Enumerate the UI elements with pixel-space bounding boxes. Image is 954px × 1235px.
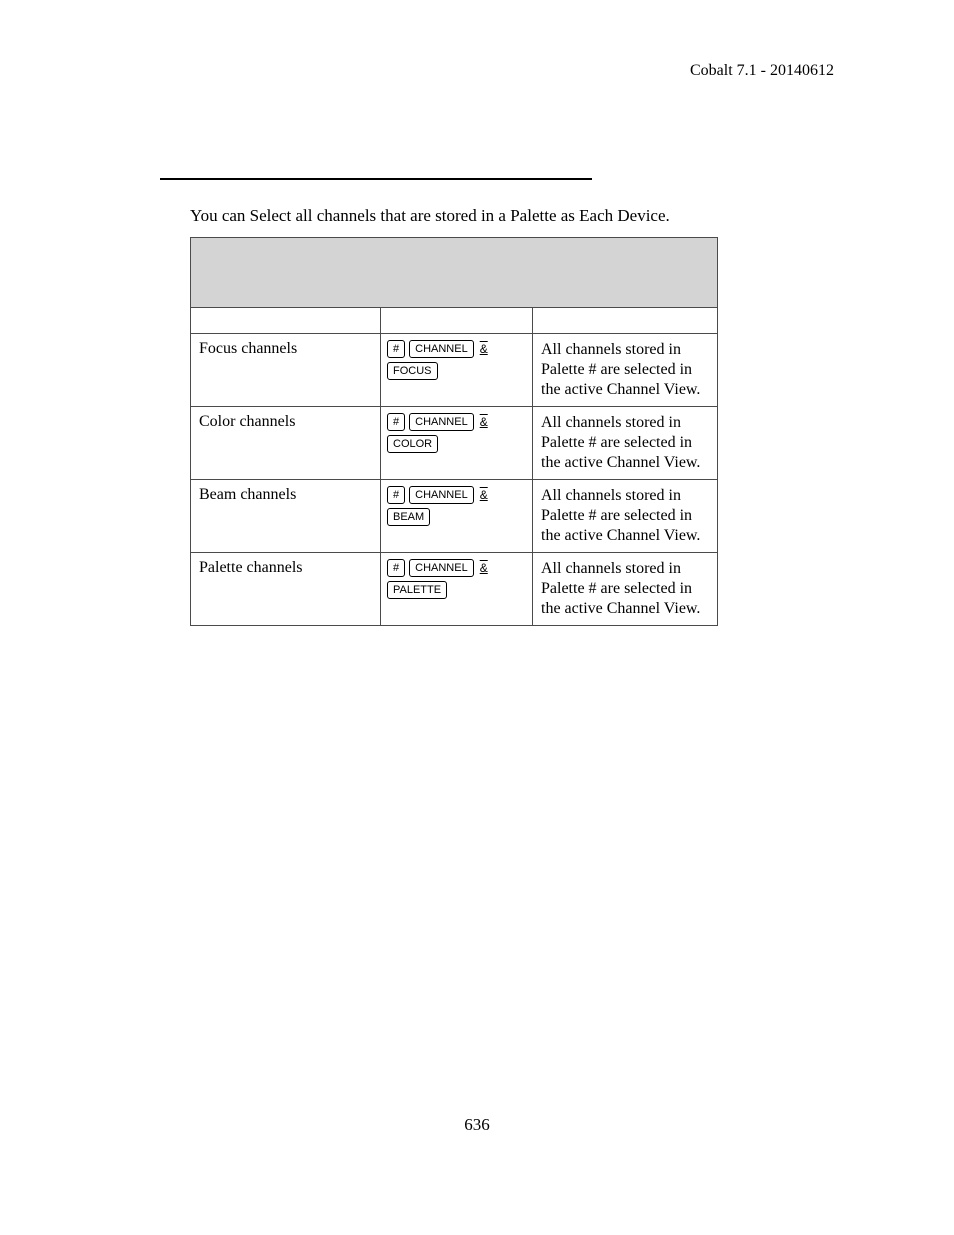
key-hash: # bbox=[387, 413, 405, 431]
intro-text: You can Select all channels that are sto… bbox=[190, 206, 670, 226]
amp-icon: & bbox=[478, 342, 490, 356]
row-keys: # CHANNEL & FOCUS bbox=[381, 334, 533, 406]
divider bbox=[160, 178, 592, 180]
header-col1 bbox=[191, 308, 381, 333]
amp-icon: & bbox=[478, 415, 490, 429]
table-header bbox=[191, 308, 717, 334]
row-label: Color channels bbox=[191, 407, 381, 479]
table-row: Beam channels # CHANNEL & BEAM All chann… bbox=[191, 480, 717, 553]
row-description: All channels stored in Palette # are sel… bbox=[533, 407, 717, 479]
key-channel: CHANNEL bbox=[409, 559, 474, 577]
table-row: Palette channels # CHANNEL & PALETTE All… bbox=[191, 553, 717, 625]
table-title-area bbox=[191, 238, 717, 308]
key-focus: FOCUS bbox=[387, 362, 438, 380]
key-channel: CHANNEL bbox=[409, 413, 474, 431]
key-hash: # bbox=[387, 559, 405, 577]
key-hash: # bbox=[387, 486, 405, 504]
row-description: All channels stored in Palette # are sel… bbox=[533, 553, 717, 625]
row-keys: # CHANNEL & BEAM bbox=[381, 480, 533, 552]
amp-icon: & bbox=[478, 488, 490, 502]
table-row: Color channels # CHANNEL & COLOR All cha… bbox=[191, 407, 717, 480]
table-row: Focus channels # CHANNEL & FOCUS All cha… bbox=[191, 334, 717, 407]
row-keys: # CHANNEL & PALETTE bbox=[381, 553, 533, 625]
key-hash: # bbox=[387, 340, 405, 358]
row-description: All channels stored in Palette # are sel… bbox=[533, 334, 717, 406]
key-palette: PALETTE bbox=[387, 581, 447, 599]
page-header: Cobalt 7.1 - 20140612 bbox=[690, 62, 834, 80]
key-color: COLOR bbox=[387, 435, 438, 453]
header-col2 bbox=[381, 308, 533, 333]
key-channel: CHANNEL bbox=[409, 340, 474, 358]
command-table: Focus channels # CHANNEL & FOCUS All cha… bbox=[190, 237, 718, 626]
amp-icon: & bbox=[478, 561, 490, 575]
page-number: 636 bbox=[0, 1115, 954, 1135]
header-col3 bbox=[533, 308, 717, 333]
key-beam: BEAM bbox=[387, 508, 430, 526]
row-label: Beam channels bbox=[191, 480, 381, 552]
row-label: Palette channels bbox=[191, 553, 381, 625]
key-channel: CHANNEL bbox=[409, 486, 474, 504]
row-label: Focus channels bbox=[191, 334, 381, 406]
row-keys: # CHANNEL & COLOR bbox=[381, 407, 533, 479]
row-description: All channels stored in Palette # are sel… bbox=[533, 480, 717, 552]
